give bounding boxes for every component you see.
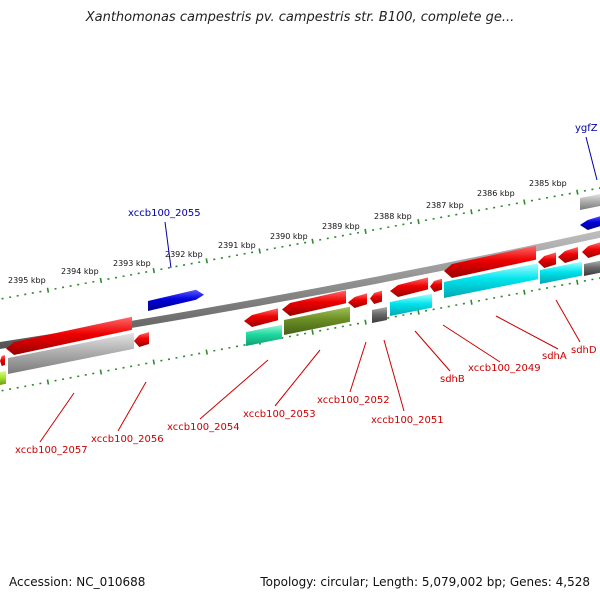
callout-line <box>555 299 581 343</box>
gene-arrow <box>0 370 6 385</box>
gene-arrow <box>8 332 134 374</box>
tick-mark <box>311 329 314 335</box>
kbp-label: 2389 kbp <box>322 222 360 231</box>
gene-label-xccb100_2052[interactable]: xccb100_2052 <box>317 395 390 406</box>
kbp-label: 2390 kbp <box>270 232 308 241</box>
callout-line <box>39 392 75 443</box>
callout-line <box>585 136 598 181</box>
tick-mark <box>152 359 156 365</box>
gene-arrow <box>390 277 428 297</box>
tick-mark <box>99 369 103 375</box>
gene-arrow <box>0 355 5 366</box>
kbp-label: 2391 kbp <box>218 241 256 250</box>
accession-text: Accession: NC_010688 <box>9 575 146 589</box>
gene-arrow <box>580 194 600 210</box>
tick-mark <box>205 258 208 264</box>
tick-mark <box>417 309 420 315</box>
tick-mark <box>364 319 367 325</box>
gene-arrow <box>284 306 350 335</box>
kbp-label: 2386 kbp <box>477 189 515 198</box>
callout-line <box>383 339 405 412</box>
callout-line <box>164 221 172 269</box>
tick-mark <box>152 267 156 274</box>
kbp-label: 2395 kbp <box>8 276 46 285</box>
gene-arrow <box>134 332 149 347</box>
callout-line <box>495 315 559 350</box>
tick-mark <box>470 299 473 305</box>
tick-mark <box>46 287 50 293</box>
tick-mark <box>311 238 314 244</box>
gene-arrow <box>6 316 132 355</box>
gene-arrow <box>584 260 600 276</box>
gene-arrow <box>444 263 538 298</box>
label-callout-lines <box>39 136 598 443</box>
tick-mark <box>417 218 420 225</box>
kbp-label: 2392 kbp <box>165 250 203 259</box>
callout-line <box>274 349 321 407</box>
kbp-label: 2394 kbp <box>61 267 99 276</box>
gene-label-ygfZ[interactable]: ygfZ <box>575 123 598 134</box>
tick-mark <box>46 379 50 385</box>
tick-mark <box>364 228 367 235</box>
gene-label-sdhA[interactable]: sdhA <box>542 351 567 362</box>
gene-arrow <box>246 324 282 346</box>
gene-label-xccb100_2053[interactable]: xccb100_2053 <box>243 409 316 420</box>
tick-mark <box>258 248 261 254</box>
kbp-label: 2388 kbp <box>374 212 412 221</box>
kbp-label: 2387 kbp <box>426 201 464 210</box>
gene-arrow <box>390 293 432 316</box>
callout-line <box>414 330 451 372</box>
gene-label-xccb100_2049[interactable]: xccb100_2049 <box>468 363 541 374</box>
gene-arrow <box>282 290 346 316</box>
gene-arrow <box>148 289 204 311</box>
gene-label-xccb100_2054[interactable]: xccb100_2054 <box>167 422 240 433</box>
tick-mark <box>205 349 208 355</box>
map-title: Xanthomonas campestris pv. campestris st… <box>85 10 515 25</box>
kbp-label: 2393 kbp <box>113 259 151 268</box>
tick-mark <box>523 289 526 295</box>
gene-arrow <box>540 261 582 284</box>
tick-mark <box>99 277 103 284</box>
gene-arrow <box>372 307 387 323</box>
gene-arrow <box>370 290 382 304</box>
gene-arrow <box>430 278 442 292</box>
gene-label-sdhB[interactable]: sdhB <box>440 374 465 385</box>
callout-line <box>442 324 501 363</box>
gene-arrow <box>348 293 367 308</box>
gene-label-xccb100_2055[interactable]: xccb100_2055 <box>128 208 201 219</box>
outer-tick-ring <box>1 187 600 300</box>
gene-arrow <box>444 245 536 278</box>
tick-mark <box>523 199 526 205</box>
kbp-label: 2385 kbp <box>529 179 567 188</box>
callout-line <box>117 381 147 432</box>
genome-summary-text: Topology: circular; Length: 5,079,002 bp… <box>260 575 590 589</box>
gene-label-xccb100_2056[interactable]: xccb100_2056 <box>91 434 164 445</box>
gene-arrow <box>558 247 578 263</box>
kbp-scale-labels: 2395 kbp 2394 kbp 2393 kbp 2392 kbp 2391 kbp… <box>8 179 567 285</box>
callout-line <box>199 359 269 420</box>
gene-label-xccb100_2051[interactable]: xccb100_2051 <box>371 415 444 426</box>
gene-arrow <box>582 242 600 258</box>
gene-arrow <box>538 252 556 268</box>
gene-label-sdhD[interactable]: sdhD <box>571 345 597 356</box>
tick-mark <box>470 209 473 215</box>
gene-features <box>0 194 600 385</box>
callout-line <box>349 341 367 393</box>
gene-label-xccb100_2057[interactable]: xccb100_2057 <box>15 445 88 456</box>
tick-mark <box>576 189 579 195</box>
gene-arrow <box>580 216 600 230</box>
gene-arrow <box>244 308 278 327</box>
tick-mark <box>576 279 579 285</box>
